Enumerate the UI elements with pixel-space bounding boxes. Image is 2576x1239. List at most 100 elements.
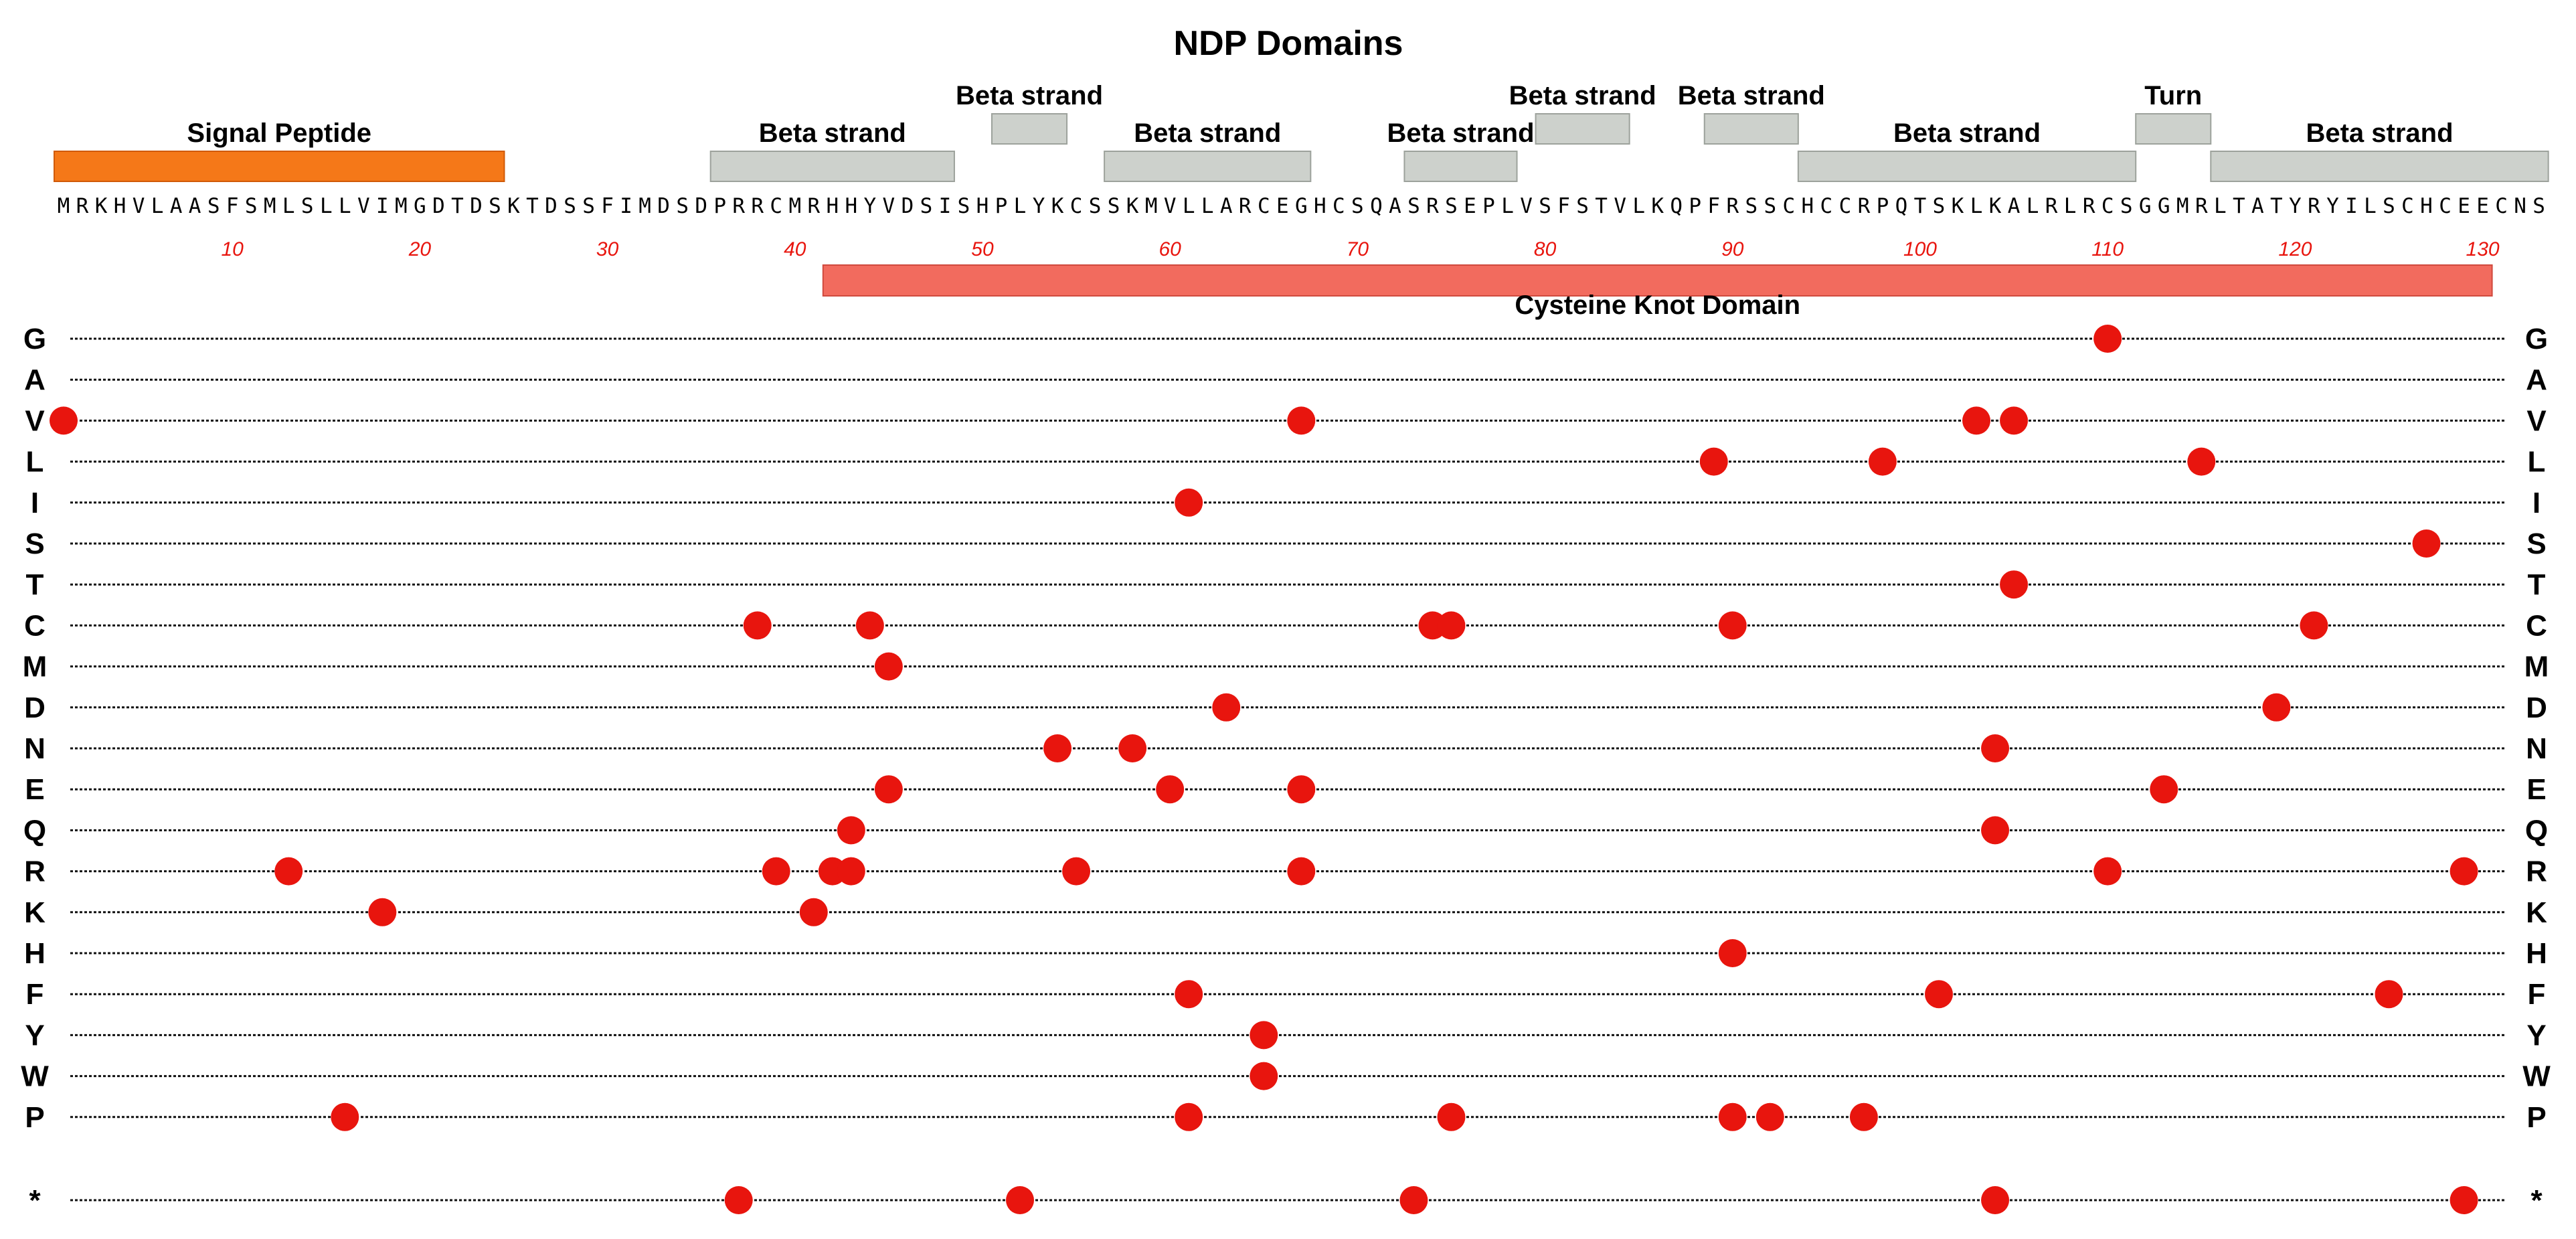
row-label-right: P bbox=[2526, 1101, 2546, 1134]
mutation-point bbox=[2000, 406, 2029, 435]
sequence-residue: S bbox=[1407, 194, 1420, 218]
mutation-point bbox=[2450, 857, 2478, 886]
sequence-residue: N bbox=[2514, 194, 2526, 218]
sequence-residue: L bbox=[1183, 194, 1195, 218]
sequence-residue: S bbox=[2120, 194, 2133, 218]
row-label-right: W bbox=[2522, 1060, 2551, 1093]
sequence-residue: S bbox=[207, 194, 220, 218]
row-label-right: C bbox=[2526, 609, 2547, 642]
row-label-right: K bbox=[2526, 896, 2547, 929]
sequence-residue: F bbox=[1557, 194, 1570, 218]
mutation-point bbox=[274, 857, 303, 886]
feature-track: Signal Peptide Beta strand Beta strand Beta… bbox=[53, 81, 2549, 182]
mutation-point bbox=[743, 611, 772, 640]
sequence-residue: M bbox=[1145, 194, 1158, 218]
sequence-residue: S bbox=[1539, 194, 1551, 218]
sequence-residue: C bbox=[1839, 194, 1852, 218]
mutation-point bbox=[1962, 406, 1991, 435]
mutation-point bbox=[1062, 857, 1091, 886]
sequence-residue: S bbox=[1576, 194, 1589, 218]
mutation-point bbox=[1175, 488, 1203, 517]
sequence-residue: A bbox=[2008, 194, 2021, 218]
feature-label: Beta strand bbox=[759, 118, 906, 148]
mutation-point bbox=[2187, 447, 2216, 476]
sequence-residue: I bbox=[620, 194, 632, 218]
sequence-residue: C bbox=[2439, 194, 2452, 218]
position-tick-label: 40 bbox=[784, 238, 806, 260]
sequence-residue: S bbox=[2532, 194, 2545, 218]
position-tick-label: 90 bbox=[1721, 238, 1744, 260]
mutation-point bbox=[2300, 611, 2328, 640]
row-label-right: V bbox=[2526, 404, 2547, 437]
sequence-residue: L bbox=[2064, 194, 2077, 218]
sequence-residue: D bbox=[545, 194, 557, 218]
sequence-residue: I bbox=[376, 194, 389, 218]
mutation-point bbox=[1437, 1102, 1466, 1131]
mutation-point bbox=[1755, 1102, 1784, 1131]
sequence-residue: G bbox=[1295, 194, 1308, 218]
feature-bar-turn bbox=[2135, 113, 2212, 145]
sequence-residue: L bbox=[282, 194, 295, 218]
position-tick-label: 80 bbox=[1534, 238, 1557, 260]
sequence-residue: S bbox=[1089, 194, 1102, 218]
sequence-residue: H bbox=[845, 194, 858, 218]
sequence-residue: L bbox=[1201, 194, 1214, 218]
mutation-point bbox=[1250, 1062, 1278, 1090]
feature-label: Beta strand bbox=[1509, 81, 1656, 110]
sequence-residue: C bbox=[2101, 194, 2114, 218]
row-label-left: T bbox=[26, 568, 44, 601]
sequence-residue: P bbox=[713, 194, 726, 218]
sequence-residue: D bbox=[432, 194, 445, 218]
mutation-point bbox=[2093, 325, 2122, 353]
feature-label: Turn bbox=[2144, 81, 2202, 110]
row-label-left: D bbox=[24, 691, 46, 724]
feature-bar-strand bbox=[1797, 151, 2137, 182]
sequence-residue: L bbox=[2214, 194, 2227, 218]
mutation-point bbox=[2150, 775, 2178, 804]
row-label-right: G bbox=[2525, 323, 2548, 355]
sequence-residue: E bbox=[2476, 194, 2489, 218]
sequence-residue: S bbox=[301, 194, 314, 218]
mutation-point bbox=[837, 816, 865, 845]
mutation-point bbox=[724, 1186, 753, 1214]
mutation-point bbox=[1287, 857, 1316, 886]
position-tick-label: 100 bbox=[1903, 238, 1937, 260]
mutation-point bbox=[50, 406, 78, 435]
sequence-residue: P bbox=[1689, 194, 1701, 218]
sequence-residue: I bbox=[2345, 194, 2358, 218]
row-label-right: H bbox=[2526, 937, 2547, 970]
mutation-rows: G GA AV VL LI IS ST TC CM MD DN NE EQ QR RK KH HF FY YW WP P… bbox=[21, 323, 2551, 1217]
sequence-residue: D bbox=[695, 194, 707, 218]
sequence-residue: M bbox=[264, 194, 276, 218]
mutation-point bbox=[1868, 447, 1897, 476]
position-tick-label: 20 bbox=[408, 238, 432, 260]
row-label-right: R bbox=[2526, 855, 2547, 888]
sequence-residue: H bbox=[2420, 194, 2433, 218]
position-tick-label: 130 bbox=[2466, 238, 2500, 260]
sequence-residue: S bbox=[1445, 194, 1458, 218]
mutation-point bbox=[331, 1102, 359, 1131]
sequence-residue: V bbox=[1164, 194, 1177, 218]
sequence-residue: S bbox=[2383, 194, 2395, 218]
row-label-left: E bbox=[25, 773, 44, 806]
mutation-point bbox=[1718, 1102, 1747, 1131]
sequence-residue: K bbox=[1126, 194, 1139, 218]
mutation-point bbox=[874, 652, 903, 681]
sequence-residue: H bbox=[976, 194, 989, 218]
mutation-point bbox=[2450, 1186, 2478, 1214]
sequence-residue: Q bbox=[1670, 194, 1683, 218]
sequence-residue: A bbox=[189, 194, 201, 218]
sequence-residue: M bbox=[395, 194, 408, 218]
sequence-residue: A bbox=[1220, 194, 1233, 218]
feature-label: Beta strand bbox=[1134, 118, 1281, 148]
mutation-point bbox=[2412, 529, 2441, 558]
sequence-residue: L bbox=[1632, 194, 1645, 218]
sequence-residue: T bbox=[1595, 194, 1608, 218]
